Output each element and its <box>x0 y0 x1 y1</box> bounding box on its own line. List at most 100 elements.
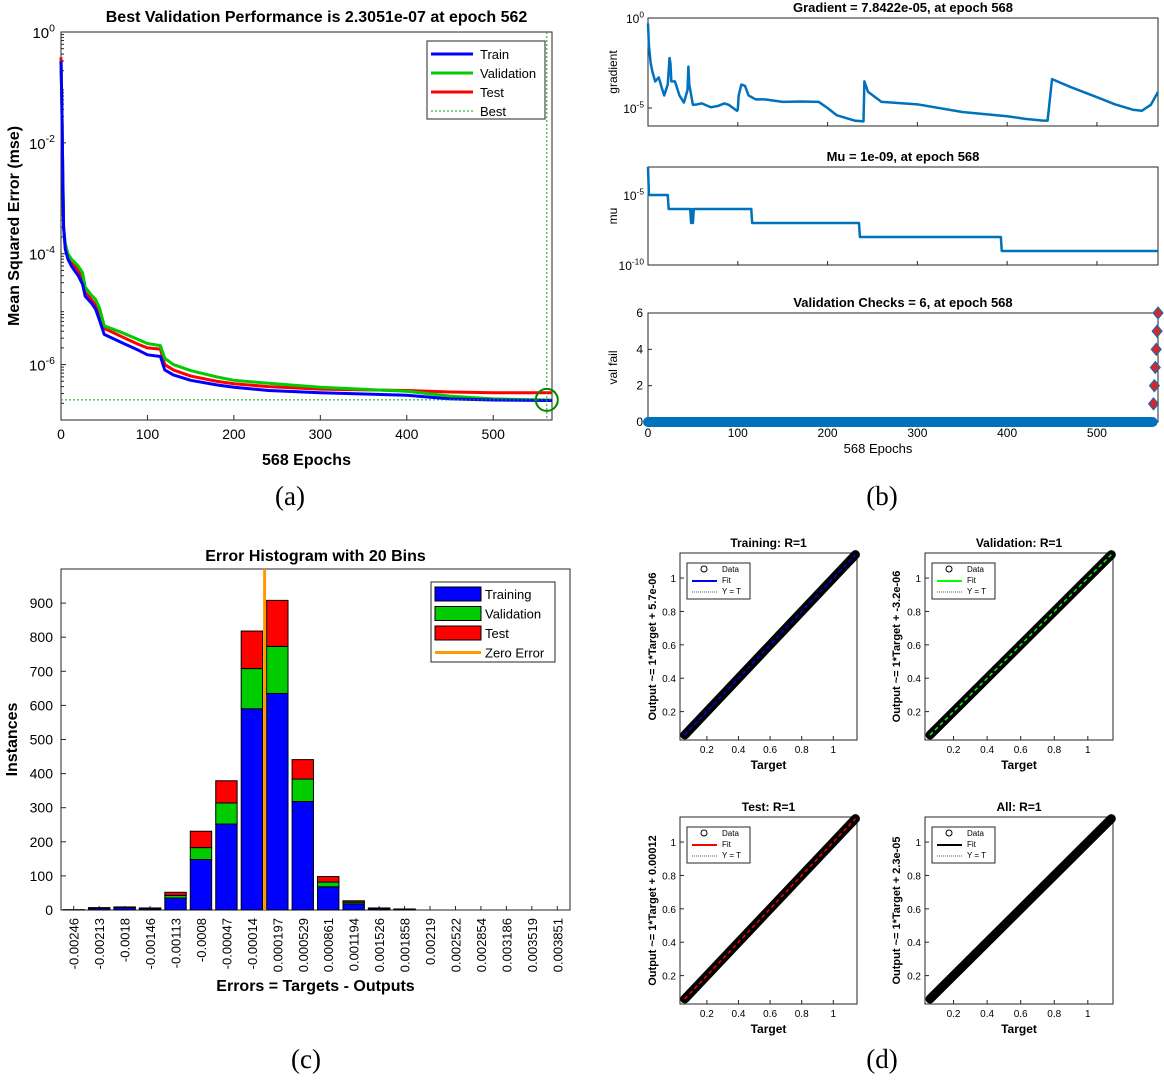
x-tick-label-d4: 0.8 <box>1047 1009 1061 1020</box>
y-axis-label-b1: gradient <box>606 50 620 94</box>
y-tick-label-d2: 1 <box>915 574 921 585</box>
bar-validation <box>215 802 238 825</box>
fit-line-d2 <box>929 554 1112 736</box>
x-axis-label-d3: Target <box>751 1022 787 1036</box>
y-tick-label-d1: 0.6 <box>662 641 676 652</box>
bar-test <box>240 630 264 670</box>
x-axis-label-d4: Target <box>1001 1022 1037 1036</box>
val-fail-zero-markers <box>643 417 1158 427</box>
x-tick-label-c: -0.0008 <box>194 918 209 962</box>
y-tick-label-b3: 6 <box>636 306 643 320</box>
y-tick-label-d4: 0.8 <box>907 871 921 882</box>
x-tick-label-c: 0.001858 <box>398 918 413 972</box>
y-tick-label-b3: 0 <box>636 415 643 429</box>
y-tick-label-d3: 0.6 <box>662 905 676 916</box>
bar-test <box>266 599 289 647</box>
y-axis-label-c: Instances <box>4 702 21 776</box>
y-axis-label-a: Mean Squared Error (mse) <box>6 126 23 326</box>
y-tick-label-b3: 2 <box>636 379 643 393</box>
x-tick-label-d1: 0.4 <box>732 745 746 756</box>
bar-validation <box>189 847 213 861</box>
x-axis-label-a: 568 Epochs <box>262 452 351 469</box>
x-axis-label-d1: Target <box>751 758 787 772</box>
legend-label-d3: Fit <box>722 840 732 849</box>
y-tick-label-d3: 1 <box>670 838 676 849</box>
x-tick-label-d2: 0.8 <box>1047 745 1061 756</box>
bar-validation <box>266 645 289 694</box>
x-tick-label-d3: 0.4 <box>732 1009 746 1020</box>
x-tick-label-a: 400 <box>395 426 419 442</box>
y-tick-label-d2: 0.6 <box>907 641 921 652</box>
chart-title-b2: Mu = 1e-09, at epoch 568 <box>827 149 980 164</box>
chart-title-d2: Validation: R=1 <box>976 536 1063 550</box>
legend-swatch-d3 <box>700 829 708 837</box>
x-tick-label-c: 0.000197 <box>270 918 285 972</box>
y-tick-label-d4: 0.6 <box>907 905 921 916</box>
y-tick-label-d1: 0.4 <box>662 674 676 685</box>
legend-label-a: Test <box>480 85 504 100</box>
val-fail-marker <box>1150 342 1162 357</box>
bar-training <box>164 897 187 911</box>
legend-label-c: Zero Error <box>485 646 545 661</box>
fit-line-d1 <box>684 554 856 736</box>
chart-title-a: Best Validation Performance is 2.3051e-0… <box>106 9 528 26</box>
x-tick-label-b3: 0 <box>645 426 652 440</box>
legend-label-d3: Data <box>722 829 739 838</box>
y-axis-label-b2: mu <box>606 208 620 225</box>
fit-line-d4 <box>929 818 1112 1000</box>
x-tick-label-a: 200 <box>222 426 246 442</box>
x-tick-label-c: 0.002522 <box>448 918 463 972</box>
y-tick-label-b2: 10-10 <box>619 257 645 273</box>
legend-label-d4: Y = T <box>967 851 986 860</box>
bar-test <box>317 876 340 883</box>
x-axis-label-d2: Target <box>1001 758 1037 772</box>
plot-area-b2 <box>647 166 1159 266</box>
bar-test <box>291 759 314 780</box>
x-tick-label-b3: 500 <box>1087 426 1107 440</box>
legend-swatch-c <box>434 606 482 621</box>
legend-label-a: Validation <box>480 66 536 81</box>
x-tick-label-d4: 1 <box>1085 1009 1091 1020</box>
x-tick-label-c: 0.003186 <box>499 918 514 972</box>
x-tick-label-d2: 1 <box>1085 745 1091 756</box>
x-tick-label-c: 0.002854 <box>474 918 489 972</box>
y-tick-label-b1: 100 <box>626 10 644 26</box>
legend-swatch-d4 <box>945 829 953 837</box>
y-tick-label-b3: 4 <box>636 342 643 356</box>
y-tick-label-c: 100 <box>30 868 54 884</box>
x-tick-label-d4: 0.2 <box>947 1009 961 1020</box>
val-fail-marker <box>1148 378 1161 393</box>
y-axis-label-d2: Output ~= 1*Target + -3.2e-06 <box>891 571 903 723</box>
y-tick-label-c: 900 <box>30 595 54 611</box>
y-tick-label-c: 0 <box>45 902 53 918</box>
bar-validation <box>240 668 264 710</box>
y-tick-label-c: 800 <box>30 629 54 645</box>
legend-label-d1: Data <box>722 565 739 574</box>
x-axis-label-c: Errors = Targets - Outputs <box>216 978 415 995</box>
x-tick-label-d1: 1 <box>831 745 837 756</box>
plot-area-b1 <box>647 17 1159 127</box>
y-tick-label-d1: 0.8 <box>662 607 676 618</box>
x-tick-label-d1: 0.8 <box>795 745 809 756</box>
x-tick-label-a: 0 <box>57 426 65 442</box>
x-tick-label-a: 100 <box>136 426 160 442</box>
x-tick-label-d3: 0.8 <box>795 1009 809 1020</box>
val-fail-marker <box>1147 397 1160 411</box>
x-tick-label-d4: 0.4 <box>980 1009 994 1020</box>
series-gradient-line <box>646 23 1160 123</box>
x-tick-label-a: 500 <box>482 426 506 442</box>
legend-label-d2: Y = T <box>967 587 986 596</box>
y-tick-label-c: 200 <box>30 834 54 850</box>
x-tick-label-c: 0.001194 <box>347 918 362 971</box>
chart-title-d4: All: R=1 <box>996 800 1041 814</box>
legend-label-c: Training <box>485 587 531 602</box>
legend-swatch-d2 <box>945 565 953 573</box>
bar-validation <box>291 778 314 803</box>
x-tick-label-d2: 0.2 <box>947 745 961 756</box>
legend-label-d2: Data <box>967 565 984 574</box>
y-tick-label-d4: 0.4 <box>907 938 921 949</box>
x-tick-label-c: -0.00014 <box>245 918 260 969</box>
y-tick-label-a: 10-6 <box>29 355 55 375</box>
y-axis-label-d4: Output ~= 1*Target + 2.3e-05 <box>891 836 903 984</box>
y-tick-label-c: 700 <box>30 663 54 679</box>
